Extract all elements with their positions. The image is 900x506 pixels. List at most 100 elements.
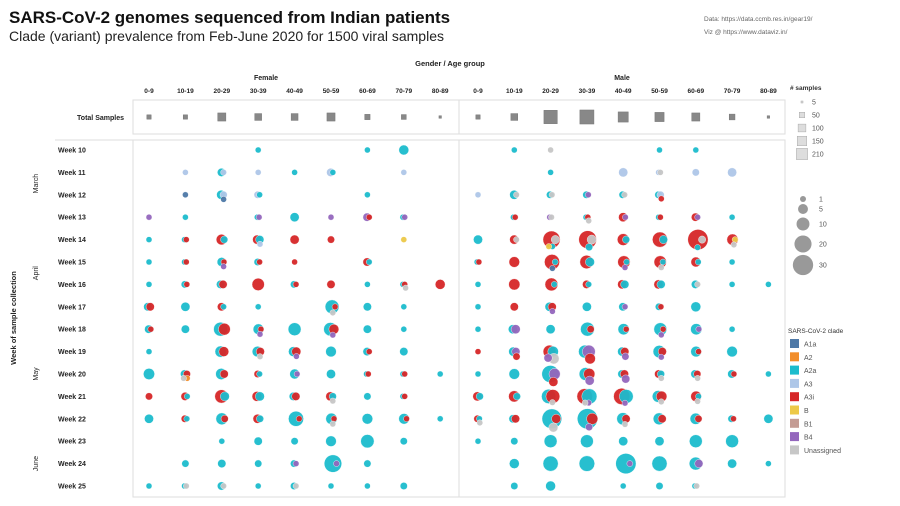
clade-swatch-Unassigned <box>790 445 799 455</box>
bubble-A <box>325 346 337 358</box>
bubble-U <box>698 235 706 244</box>
bubble-R <box>586 325 595 334</box>
bubble-R <box>218 346 229 357</box>
bubble-A <box>217 459 227 468</box>
bubble-R <box>657 414 667 424</box>
bubble-R <box>218 323 231 336</box>
bubble-P <box>621 399 629 407</box>
bubble-D <box>220 196 227 203</box>
bubble-P <box>220 263 227 270</box>
bubble-P <box>333 460 340 467</box>
age-group-label: 20-29 <box>213 88 230 95</box>
age-group-label: 60-69 <box>359 88 376 95</box>
bubble-A <box>622 235 630 244</box>
bubble-U <box>548 191 556 199</box>
bubble-A <box>725 434 739 448</box>
bubble-A <box>364 191 371 199</box>
circle-legend-mark <box>798 204 808 214</box>
bubble-R <box>658 195 665 202</box>
bubble-A <box>618 436 629 447</box>
bubble-A <box>145 236 153 243</box>
bubble-U <box>256 353 264 360</box>
bubble-A <box>289 212 300 222</box>
bubble-A <box>256 370 263 378</box>
week-label: Week 13 <box>58 215 86 222</box>
bubble-R <box>327 235 335 244</box>
circle-legend-mark <box>792 254 814 276</box>
bubble-A <box>145 258 153 266</box>
bubble-R <box>295 415 303 422</box>
total-sample-square <box>766 115 770 119</box>
bubble-A <box>545 324 556 335</box>
bubble-P <box>293 353 300 360</box>
total-sample-square <box>438 115 442 119</box>
bubble-U <box>180 375 187 382</box>
size-legend-square <box>796 135 808 147</box>
bubble-R <box>183 236 190 243</box>
bubble-U <box>476 419 483 426</box>
total-sample-square <box>217 112 227 122</box>
bubble-A <box>728 326 736 333</box>
clade-swatch-B4 <box>790 432 799 442</box>
bubble-P <box>585 423 593 431</box>
bubble-R <box>183 281 191 288</box>
bubble-A <box>437 370 444 378</box>
bubble-A <box>509 458 520 469</box>
bubble-A <box>360 434 375 449</box>
bubble-A <box>399 482 408 490</box>
bubble-A <box>727 458 737 469</box>
circle-legend-mark <box>800 196 806 202</box>
week-label: Week 21 <box>58 394 86 401</box>
x-axis-title: Gender / Age group <box>415 59 485 68</box>
bubble-A <box>728 258 736 266</box>
bubble-A <box>363 459 372 468</box>
bubble-R <box>512 213 519 221</box>
size-legend-label: 100 <box>812 126 824 133</box>
bubble-A <box>255 391 265 402</box>
bubble-U <box>621 191 628 199</box>
week-label: Week 16 <box>58 282 86 289</box>
bubble-A <box>508 368 520 380</box>
bubble-A <box>181 459 190 468</box>
bubble-A <box>143 368 155 380</box>
circle-legend-mark <box>794 235 812 253</box>
bubble-U <box>513 191 520 199</box>
bubble-A <box>400 326 407 333</box>
month-label: March <box>33 174 40 194</box>
clade-legend-label: Unassigned <box>804 448 841 455</box>
bubble-R <box>183 258 190 266</box>
week-label: Week 18 <box>58 327 86 334</box>
bubble-A <box>326 369 336 379</box>
bubble-A <box>181 324 190 334</box>
clade-legend-label: A1a <box>804 342 817 349</box>
bubble-U <box>548 422 559 433</box>
bubble-U <box>548 213 555 221</box>
bubble-A <box>474 370 482 378</box>
bubble-A <box>364 281 371 288</box>
bubble-R <box>508 256 520 268</box>
clade-swatch-A3 <box>790 378 799 388</box>
age-group-label: 40-49 <box>286 88 303 95</box>
bubble-P <box>621 264 629 271</box>
bubble-Y <box>400 236 407 243</box>
bubble-R <box>548 377 559 387</box>
bubble-A <box>656 280 666 289</box>
bubble-L <box>618 167 629 178</box>
bubble-P <box>621 374 631 384</box>
week-label: Week 22 <box>58 416 86 423</box>
bubble-A <box>694 244 701 251</box>
week-label: Week 20 <box>58 372 86 379</box>
clade-swatch-A2 <box>790 352 799 362</box>
week-label: Week 25 <box>58 484 86 491</box>
month-label: June <box>33 456 40 471</box>
week-label: Week 14 <box>58 237 86 244</box>
bubble-R <box>220 414 229 423</box>
y-axis-title: Week of sample collection <box>9 271 18 365</box>
bubble-R <box>657 213 664 221</box>
bubble-U <box>694 398 701 405</box>
bubble-A <box>473 234 483 245</box>
bubble-U <box>658 398 665 405</box>
bubble-P <box>255 213 263 221</box>
